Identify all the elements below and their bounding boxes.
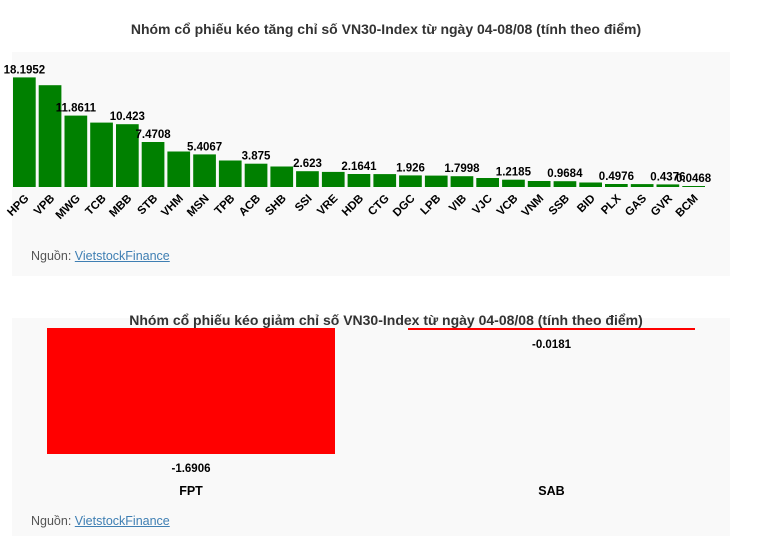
- bar: [38, 85, 62, 187]
- data-label: 11.8611: [56, 103, 97, 115]
- data-label: 1.2185: [496, 167, 532, 179]
- source-label: Nguồn:: [31, 249, 72, 263]
- data-label: 0.0468: [676, 173, 712, 185]
- bar: [656, 184, 680, 187]
- bar: [408, 328, 695, 330]
- data-label: 1.7998: [444, 163, 480, 175]
- data-label: 7.4708: [136, 129, 172, 141]
- bar: [424, 175, 448, 187]
- losers-chart-title: Nhóm cổ phiếu kéo giảm chỉ số VN30-Index…: [129, 312, 643, 328]
- data-label: 10.423: [110, 111, 145, 123]
- category-label: SAB: [538, 484, 564, 498]
- bar: [90, 122, 113, 187]
- data-label: 18.1952: [4, 64, 46, 76]
- data-label: 0.4376: [650, 171, 685, 183]
- data-label: 1.926: [396, 162, 425, 174]
- bar: [141, 142, 165, 187]
- bar: [167, 151, 191, 187]
- bar: [244, 163, 268, 187]
- bar: [682, 186, 705, 187]
- bar: [47, 328, 335, 454]
- data-label: 5.4067: [187, 141, 222, 153]
- bar: [13, 77, 36, 187]
- source-link[interactable]: VietstockFinance: [74, 514, 170, 528]
- bar: [527, 181, 551, 187]
- bar: [605, 184, 628, 187]
- bar: [296, 171, 319, 187]
- bar: [64, 115, 88, 187]
- bar: [553, 181, 577, 187]
- category-label: FPT: [179, 484, 203, 498]
- gainers-chart-title: Nhóm cổ phiếu kéo tăng chỉ số VN30-Index…: [130, 21, 642, 37]
- bar: [218, 160, 242, 187]
- bar: [399, 175, 422, 187]
- bar: [321, 171, 345, 187]
- gainers-source: Nguồn: VietstockFinance: [31, 249, 170, 263]
- data-label: -0.0181: [532, 339, 572, 351]
- losers-source: Nguồn: VietstockFinance: [31, 514, 170, 528]
- source-label: Nguồn:: [31, 514, 72, 528]
- data-label: 0.4976: [599, 171, 634, 183]
- data-label: 2.1641: [341, 161, 377, 173]
- data-label: -1.6906: [171, 463, 210, 475]
- bar: [373, 174, 397, 187]
- bar: [476, 178, 499, 187]
- bar: [347, 174, 371, 187]
- data-label: 3.875: [242, 151, 271, 163]
- data-label: 0.9684: [547, 168, 583, 180]
- data-label: 2.623: [293, 158, 322, 170]
- bar: [116, 124, 139, 187]
- bar: [270, 166, 294, 187]
- source-link[interactable]: VietstockFinance: [74, 249, 170, 263]
- bar: [502, 179, 525, 187]
- bar: [579, 182, 602, 187]
- bar: [450, 176, 474, 187]
- bar: [193, 154, 216, 187]
- bar: [630, 184, 654, 187]
